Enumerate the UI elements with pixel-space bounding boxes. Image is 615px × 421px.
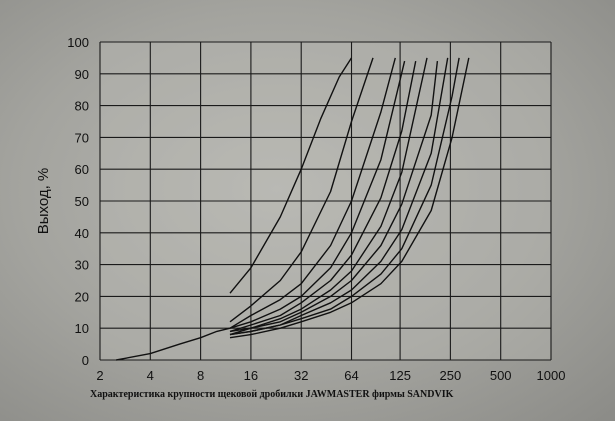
x-tick-32: 32 bbox=[294, 368, 308, 383]
y-tick-60: 60 bbox=[75, 162, 89, 177]
grading-curve-6 bbox=[229, 57, 428, 333]
x-tick-250: 250 bbox=[440, 368, 462, 383]
x-tick-64: 64 bbox=[344, 368, 358, 383]
y-tick-70: 70 bbox=[75, 130, 89, 145]
x-tick-8: 8 bbox=[197, 368, 204, 383]
x-tick-4: 4 bbox=[147, 368, 154, 383]
x-tick-16: 16 bbox=[244, 368, 258, 383]
grading-curve-9 bbox=[229, 57, 460, 336]
x-tick-labels: 2 4 8 16 32 64 125 250 500 1000 bbox=[96, 368, 565, 383]
grading-curve-4 bbox=[229, 60, 406, 329]
chart-caption: Характеристика крупности щековой дробилк… bbox=[90, 389, 454, 400]
grading-curve-10 bbox=[229, 57, 470, 339]
grading-curve-7 bbox=[229, 61, 439, 336]
y-tick-80: 80 bbox=[75, 99, 89, 114]
y-tick-100: 100 bbox=[67, 35, 89, 50]
grading-curve-11 bbox=[116, 327, 231, 361]
grading-curve-3 bbox=[229, 57, 396, 329]
y-tick-0: 0 bbox=[82, 353, 89, 368]
grading-curve-5 bbox=[229, 60, 417, 333]
y-tick-50: 50 bbox=[75, 194, 89, 209]
x-tick-500: 500 bbox=[490, 368, 512, 383]
curves bbox=[116, 57, 470, 361]
x-tick-1000: 1000 bbox=[537, 368, 566, 383]
y-tick-30: 30 bbox=[75, 258, 89, 273]
y-tick-labels: 0 10 20 30 40 50 60 70 80 90 100 bbox=[67, 35, 89, 368]
y-tick-20: 20 bbox=[75, 289, 89, 304]
grading-curve-2 bbox=[229, 57, 374, 323]
grading-curve-1 bbox=[229, 57, 353, 294]
y-tick-10: 10 bbox=[75, 321, 89, 336]
x-tick-125: 125 bbox=[389, 368, 411, 383]
y-tick-90: 90 bbox=[75, 67, 89, 82]
y-tick-40: 40 bbox=[75, 226, 89, 241]
grid bbox=[99, 41, 552, 361]
y-axis-label: Выход, % bbox=[35, 168, 52, 235]
x-tick-2: 2 bbox=[96, 368, 103, 383]
